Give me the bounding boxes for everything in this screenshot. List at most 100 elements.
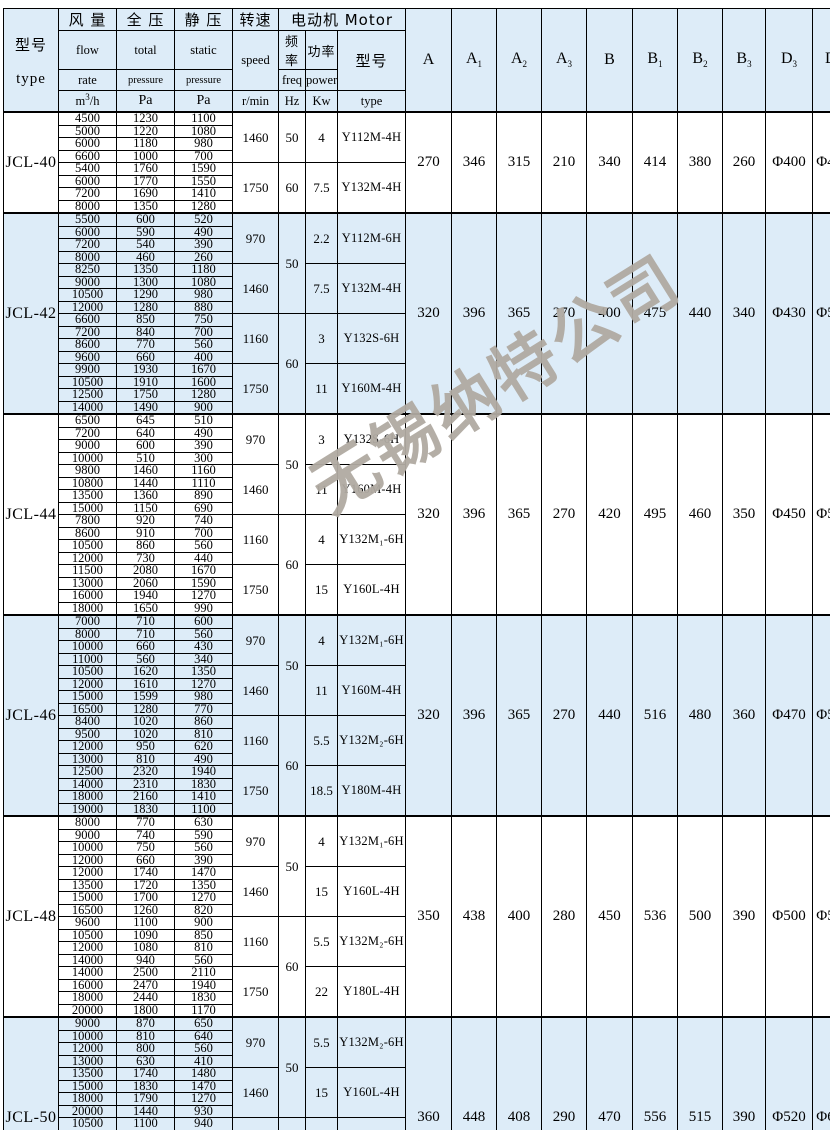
table-row: 18000 2440 1830 — [4, 991, 830, 1005]
table-row: 10500 1290 980 — [4, 288, 830, 302]
flow-rate-value: 8000 — [58, 627, 117, 641]
dimension-value: 556 — [632, 1016, 678, 1130]
table-row: 19000 1830 1100 — [4, 802, 830, 817]
table-row: 10000 660 430 — [4, 640, 830, 654]
header-total-pressure-cn: 全 压 — [116, 8, 175, 31]
flow-rate-value: 7200 — [58, 325, 117, 339]
static-pressure-value: 1270 — [174, 677, 233, 691]
dimension-value: 360 — [405, 1016, 452, 1130]
motor-type-value: Y112M-4H — [337, 111, 406, 163]
total-pressure-value: 1800 — [116, 1003, 175, 1018]
dimension-value: 440 — [677, 212, 723, 415]
dimension-value: 400 — [496, 815, 542, 1018]
header-total-pressure-unit: Pa — [116, 90, 175, 113]
total-pressure-value: 1100 — [116, 1117, 175, 1130]
header-type: 型号 type — [3, 8, 59, 113]
speed-value: 970 — [232, 1016, 279, 1068]
total-pressure-value: 1280 — [116, 300, 175, 314]
speed-value: 1750 — [232, 162, 279, 214]
table-row: 18000 1650 990 — [4, 601, 830, 616]
flow-rate-value: 18000 — [58, 790, 117, 804]
dimension-value: 340 — [722, 212, 766, 415]
static-pressure-value: 1160 — [174, 464, 233, 478]
table-row: 5400 1760 1590 1750 60 7.5 Y132M-4H — [4, 162, 830, 214]
flow-rate-value: 12000 — [58, 1042, 117, 1056]
total-pressure-value: 810 — [116, 752, 175, 766]
static-pressure-value: 1100 — [174, 111, 233, 126]
speed-value: 1160 — [232, 715, 279, 766]
flow-rate-value: 13500 — [58, 489, 117, 503]
total-pressure-value: 940 — [116, 953, 175, 967]
table-row: 9600 660 400 — [4, 350, 830, 364]
header-static-pressure-unit: Pa — [174, 90, 233, 113]
static-pressure-value: 1350 — [174, 878, 233, 892]
static-pressure-value: 1410 — [174, 790, 233, 804]
table-row: JCL-50 9000 870 650 970 50 5.5 Y132M₂-6H 360 448 4… — [3, 1016, 830, 1130]
total-pressure-value: 1080 — [116, 941, 175, 955]
dimension-value: 270 — [405, 111, 452, 214]
header-freq-unit: Hz — [278, 90, 306, 113]
static-pressure-value: 560 — [174, 841, 233, 855]
dimension-value: 270 — [541, 212, 587, 415]
flow-rate-value: 10500 — [58, 1117, 117, 1130]
total-pressure-value: 710 — [116, 614, 175, 629]
header-static-pressure-en: static — [174, 30, 233, 70]
table-row: JCL-46 7000 710 600 970 50 4 Y132M₁-6H 320 396 365… — [3, 614, 830, 817]
header-dim-d3: D3 — [765, 8, 813, 113]
dimension-value: 420 — [586, 413, 633, 616]
model-name: JCL-46 — [3, 614, 59, 817]
header-motor-group: 电动机 Motor — [278, 8, 406, 31]
speed-value: 1460 — [232, 263, 279, 314]
motor-power-value: 15 — [305, 866, 338, 917]
model-name: JCL-44 — [3, 413, 59, 616]
speed-value: 1750 — [232, 765, 279, 817]
motor-type-value: Y160M-4H — [337, 665, 406, 716]
header-row-2: flow total static speed 频率 功率 型号 — [4, 30, 830, 91]
model-name: JCL-42 — [3, 212, 59, 415]
static-pressure-value: 1410 — [174, 187, 233, 201]
table-row: 14000 1490 900 — [4, 400, 830, 415]
flow-rate-value: 10500 — [58, 665, 117, 679]
motor-type-value: Y132M₂-6H — [337, 1016, 406, 1068]
total-pressure-value: 1150 — [116, 501, 175, 515]
table-row: 9500 1020 810 — [4, 727, 830, 741]
table-row: 15000 1150 690 — [4, 501, 830, 515]
model-name: JCL-48 — [3, 815, 59, 1018]
header-total-pressure-en: total — [116, 30, 175, 70]
frequency-value: 60 — [278, 916, 306, 1018]
static-pressure-value: 750 — [174, 313, 233, 327]
speed-value: 970 — [232, 413, 279, 465]
header-flow-unit: m3/h — [58, 90, 117, 113]
flow-rate-value: 6000 — [58, 174, 117, 188]
model-name: JCL-50 — [3, 1016, 59, 1130]
table-row: 5000 1220 1080 — [4, 124, 830, 138]
table-row: 8250 1350 1180 1460 7.5 Y132M-4H — [4, 263, 830, 314]
table-row: 16000 2470 1940 — [4, 978, 830, 992]
static-pressure-value: 430 — [174, 640, 233, 654]
frequency-value: 50 — [278, 815, 306, 917]
flow-rate-value: 5000 — [58, 124, 117, 138]
dimension-value: 365 — [496, 413, 542, 616]
total-pressure-value: 1620 — [116, 665, 175, 679]
dimension-value: 360 — [722, 614, 766, 817]
motor-type-value: Y160L-4H — [337, 564, 406, 616]
flow-rate-value: 14000 — [58, 777, 117, 791]
total-pressure-value: 1650 — [116, 601, 175, 616]
table-row: 14000 940 560 — [4, 953, 830, 967]
flow-rate-value: 15000 — [58, 690, 117, 704]
static-pressure-value: 770 — [174, 702, 233, 716]
motor-type-value: Y132M₁-6H — [337, 815, 406, 867]
flow-rate-value: 11000 — [58, 652, 117, 666]
motor-power-value: 5.5 — [305, 715, 338, 766]
static-pressure-value: 390 — [174, 238, 233, 252]
motor-power-value: 11 — [305, 464, 338, 515]
header-dim-b: B — [586, 8, 633, 113]
dimension-value: 475 — [632, 212, 678, 415]
dimension-value: 495 — [632, 413, 678, 616]
flow-rate-value: 7000 — [58, 614, 117, 629]
motor-type-value: Y180L-4H — [337, 966, 406, 1018]
dimension-value: 450 — [586, 815, 633, 1018]
flow-rate-value: 9600 — [58, 350, 117, 364]
header-dim-a3: A3 — [541, 8, 587, 113]
motor-type-value: Y132S-6H — [337, 413, 406, 465]
